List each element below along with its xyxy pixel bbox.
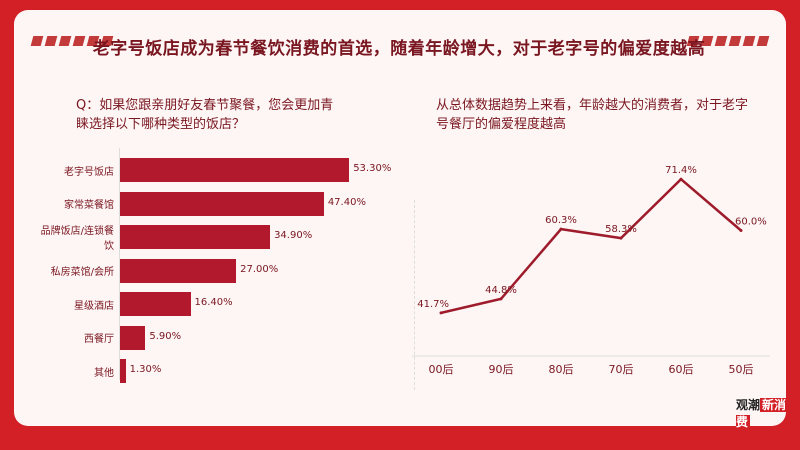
bar-value-label: 1.30%: [129, 364, 162, 375]
brand-logo: 观潮 新消费: [736, 396, 800, 430]
bar-value-label: 16.40%: [194, 297, 233, 308]
line-value-label: 71.4%: [665, 165, 697, 176]
bar-track: 16.40%: [120, 292, 370, 316]
line-value-label: 58.3%: [605, 224, 637, 235]
bar: [120, 191, 324, 216]
line-x-tick-label: 70后: [609, 363, 634, 376]
line-value-label: 44.8%: [485, 285, 517, 296]
survey-question: Q：如果您跟亲朋好友春节聚餐，您会更加青睐选择以下哪种类型的饭店？: [76, 98, 334, 132]
line-point: [439, 311, 443, 315]
bar-track: 47.40%: [120, 191, 370, 216]
bar-category-label: 品牌饭店/连锁餐饮: [40, 226, 114, 252]
line-point: [739, 229, 743, 232]
bar-value-label: 5.90%: [149, 330, 182, 342]
content-card: 老字号饭店成为春节餐饮消费的首选，随着年龄增大，对于老字号的偏爱度越高 Q：如果…: [14, 10, 786, 426]
line-x-tick-label: 60后: [669, 363, 694, 376]
bar-row: 星级酒店 16.40%: [40, 292, 370, 316]
bar-value-label: 34.90%: [274, 230, 313, 241]
bar-category-label: 家常菜餐馆: [64, 200, 114, 211]
line-x-tick-label: 50后: [729, 363, 754, 376]
bar-category-label: 西餐厅: [84, 334, 114, 345]
bar-value-label: 47.40%: [327, 196, 366, 208]
bar-row: 私房菜馆/会所 27.00%: [40, 258, 370, 283]
bar-track: 5.90%: [120, 325, 370, 350]
bar: [120, 258, 237, 283]
bar-track: 1.30%: [120, 359, 370, 383]
page-title: 老字号饭店成为春节餐饮消费的首选，随着年龄增大，对于老字号的偏爱度越高: [92, 39, 706, 59]
logo-part1: 观潮: [736, 398, 761, 412]
line-value-label: 60.0%: [735, 217, 767, 228]
line-x-tick-label: 80后: [549, 363, 574, 376]
line-point: [559, 227, 563, 231]
bar-value-label: 53.30%: [353, 163, 392, 174]
bar-row: 其他 1.30%: [40, 359, 370, 383]
line-value-label: 60.3%: [545, 215, 577, 226]
bar-category-label: 其他: [94, 367, 114, 379]
bar: [120, 225, 271, 249]
line-x-tick-label: 00后: [429, 363, 454, 376]
bar-track: 27.00%: [120, 258, 370, 283]
bar-value-label: 27.00%: [240, 263, 279, 275]
bar-track: 53.30%: [120, 158, 391, 182]
line-point: [499, 297, 503, 301]
bar: [120, 359, 126, 383]
bar-category-label: 私房菜馆/会所: [50, 267, 114, 278]
bar: [120, 325, 146, 350]
bar-row: 家常菜餐馆 47.40%: [40, 191, 370, 216]
divider: [414, 200, 416, 390]
line-point: [619, 236, 623, 240]
line-x-tick-label: 90后: [489, 363, 514, 376]
bar-track: 34.90%: [120, 225, 370, 249]
bar-row: 品牌饭店/连锁餐饮 34.90%: [40, 225, 370, 252]
bar-row: 老字号饭店 53.30%: [40, 158, 391, 182]
line-series: [440, 177, 742, 315]
line-point: [679, 177, 683, 181]
bar-axis-line: [119, 148, 120, 380]
trend-note: 从总体数据趋势上来看，年龄越大的消费者，对于老字号餐厅的偏爱程度越高: [436, 98, 749, 132]
bar: [120, 292, 191, 316]
bar-category-label: 老字号饭店: [64, 166, 114, 178]
bar-category-label: 星级酒店: [74, 300, 114, 312]
bar-row: 西餐厅 5.90%: [40, 325, 370, 350]
line-value-label: 41.7%: [417, 299, 449, 310]
bar: [120, 158, 350, 182]
